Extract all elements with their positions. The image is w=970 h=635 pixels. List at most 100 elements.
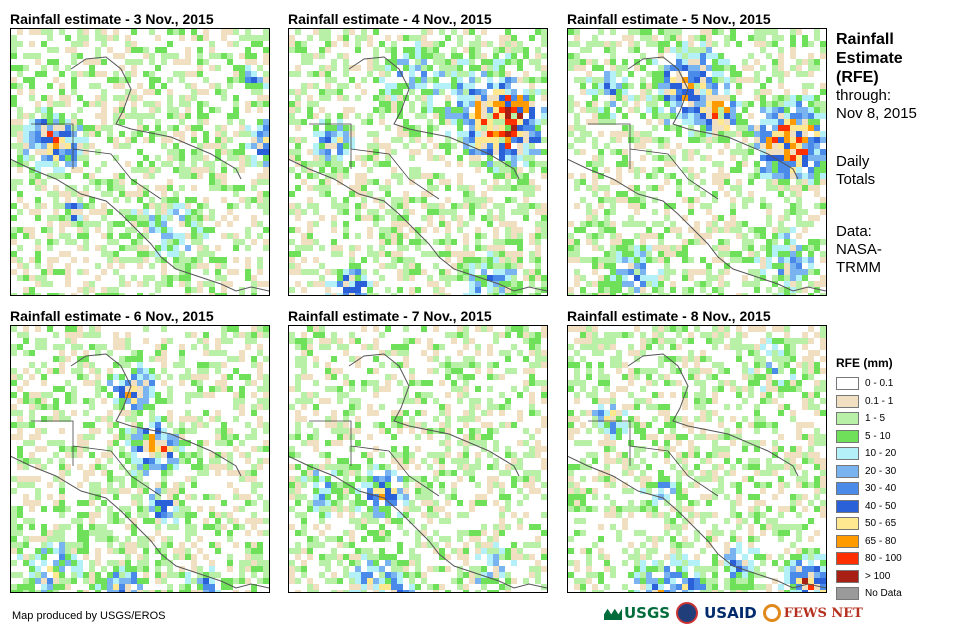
panel-title: Rainfall estimate - 7 Nov., 2015 [288,308,492,324]
rainfall-map [10,325,270,593]
legend-item: 1 - 5 [836,410,966,428]
rainfall-raster [568,29,826,295]
legend-label: No Data [865,588,902,600]
legend-item: 40 - 50 [836,498,966,516]
panel-title: Rainfall estimate - 4 Nov., 2015 [288,11,492,27]
panel-nov-4: Rainfall estimate - 4 Nov., 2015 [288,10,548,296]
legend-rows: 0 - 0.1 0.1 - 1 1 - 5 5 - 10 10 - 20 20 - 30 3… [836,375,966,603]
coastline [627,56,799,180]
legend-item: > 100 [836,568,966,586]
legend-item: 0 - 0.1 [836,375,966,393]
country-border [588,123,719,200]
rainfall-map [288,28,548,296]
legend-label: > 100 [865,570,891,582]
country-border [31,420,162,497]
rainfall-map [10,28,270,296]
usgs-wave-icon [604,608,622,620]
daily-label-line2: Totals [836,171,876,188]
rainfall-raster [11,29,269,295]
fewsnet-ring-icon [762,604,781,622]
legend-label: 20 - 30 [865,465,897,477]
legend-item: 65 - 80 [836,533,966,551]
panel-title: Rainfall estimate - 6 Nov., 2015 [10,308,214,324]
legend-item: 0.1 - 1 [836,393,966,411]
side-info: Rainfall Estimate (RFE) through: Nov 8, … [836,30,966,277]
legend-swatch [836,517,859,531]
legend-label: 0 - 0.1 [865,378,894,390]
legend-item: 20 - 30 [836,463,966,481]
coastline [289,158,547,292]
usaid-seal-icon [676,602,699,624]
legend-swatch [836,569,859,583]
legend-label: 50 - 65 [865,518,897,530]
legend-swatch [836,499,859,513]
rfe-legend: RFE (mm) 0 - 0.1 0.1 - 1 1 - 5 5 - 10 10 - 2… [836,356,966,603]
panel-nov-3: Rainfall estimate - 3 Nov., 2015 [10,10,270,296]
fewsnet-logo: FEWS NET [762,604,863,622]
panel-nov-5: Rainfall estimate - 5 Nov., 2015 [567,10,827,296]
legend-swatch [836,464,859,478]
legend-swatch [836,394,859,408]
rainfall-raster [289,326,547,592]
coastline [11,455,269,589]
coastline [568,158,826,292]
country-border [309,123,440,200]
legend-label: 5 - 10 [865,430,891,442]
through-date: Nov 8, 2015 [836,105,917,122]
coastline [627,353,799,477]
rainfall-map [567,325,827,593]
country-border [588,420,719,497]
legend-label: 40 - 50 [865,500,897,512]
legend-item: 80 - 100 [836,550,966,568]
legend-item: 10 - 20 [836,445,966,463]
legend-swatch [836,412,859,426]
legend-item: 50 - 65 [836,515,966,533]
usgs-logo-text: USGS [624,604,671,622]
legend-item: 30 - 40 [836,480,966,498]
product-title-line2: Estimate [836,50,903,67]
country-border [309,420,440,497]
rainfall-raster [289,29,547,295]
daily-label-line1: Daily [836,153,870,170]
panel-nov-8: Rainfall estimate - 8 Nov., 2015 [567,307,827,593]
usaid-logo: USAID [704,604,757,622]
country-border [31,123,162,200]
fewsnet-logo-text: FEWS NET [783,605,863,621]
legend-swatch [836,552,859,566]
rainfall-map [288,325,548,593]
legend-label: 30 - 40 [865,483,897,495]
coastline [70,353,242,477]
usgs-logo: USGS [604,604,670,622]
data-label-line2: NASA- [836,241,882,258]
coastline [289,455,547,589]
map-credit: Map produced by USGS/EROS [12,610,166,622]
legend-label: 1 - 5 [865,413,886,425]
data-label-line3: TRMM [836,259,881,276]
legend-swatch [836,482,859,496]
legend-label: 80 - 100 [865,553,902,565]
panel-title: Rainfall estimate - 5 Nov., 2015 [567,11,771,27]
legend-swatch [836,429,859,443]
legend-label: 0.1 - 1 [865,395,894,407]
panel-nov-6: Rainfall estimate - 6 Nov., 2015 [10,307,270,593]
rainfall-map [567,28,827,296]
legend-label: 65 - 80 [865,535,897,547]
logo-strip: USGS USAID FEWS NET [604,602,863,624]
product-title-line1: Rainfall [836,31,894,48]
panel-nov-7: Rainfall estimate - 7 Nov., 2015 [288,307,548,593]
legend-title: RFE (mm) [836,356,893,370]
legend-item: 5 - 10 [836,428,966,446]
legend-swatch [836,534,859,548]
coastline [568,455,826,589]
through-label: through: [836,87,892,104]
rainfall-raster [11,326,269,592]
panel-title: Rainfall estimate - 8 Nov., 2015 [567,308,771,324]
panel-title: Rainfall estimate - 3 Nov., 2015 [10,11,214,27]
coastline [70,56,242,180]
product-title-line3: (RFE) [836,69,879,86]
data-label-line1: Data: [836,223,872,240]
legend-item: No Data [836,585,966,603]
legend-label: 10 - 20 [865,448,897,460]
rainfall-raster [568,326,826,592]
legend-swatch [836,377,859,391]
